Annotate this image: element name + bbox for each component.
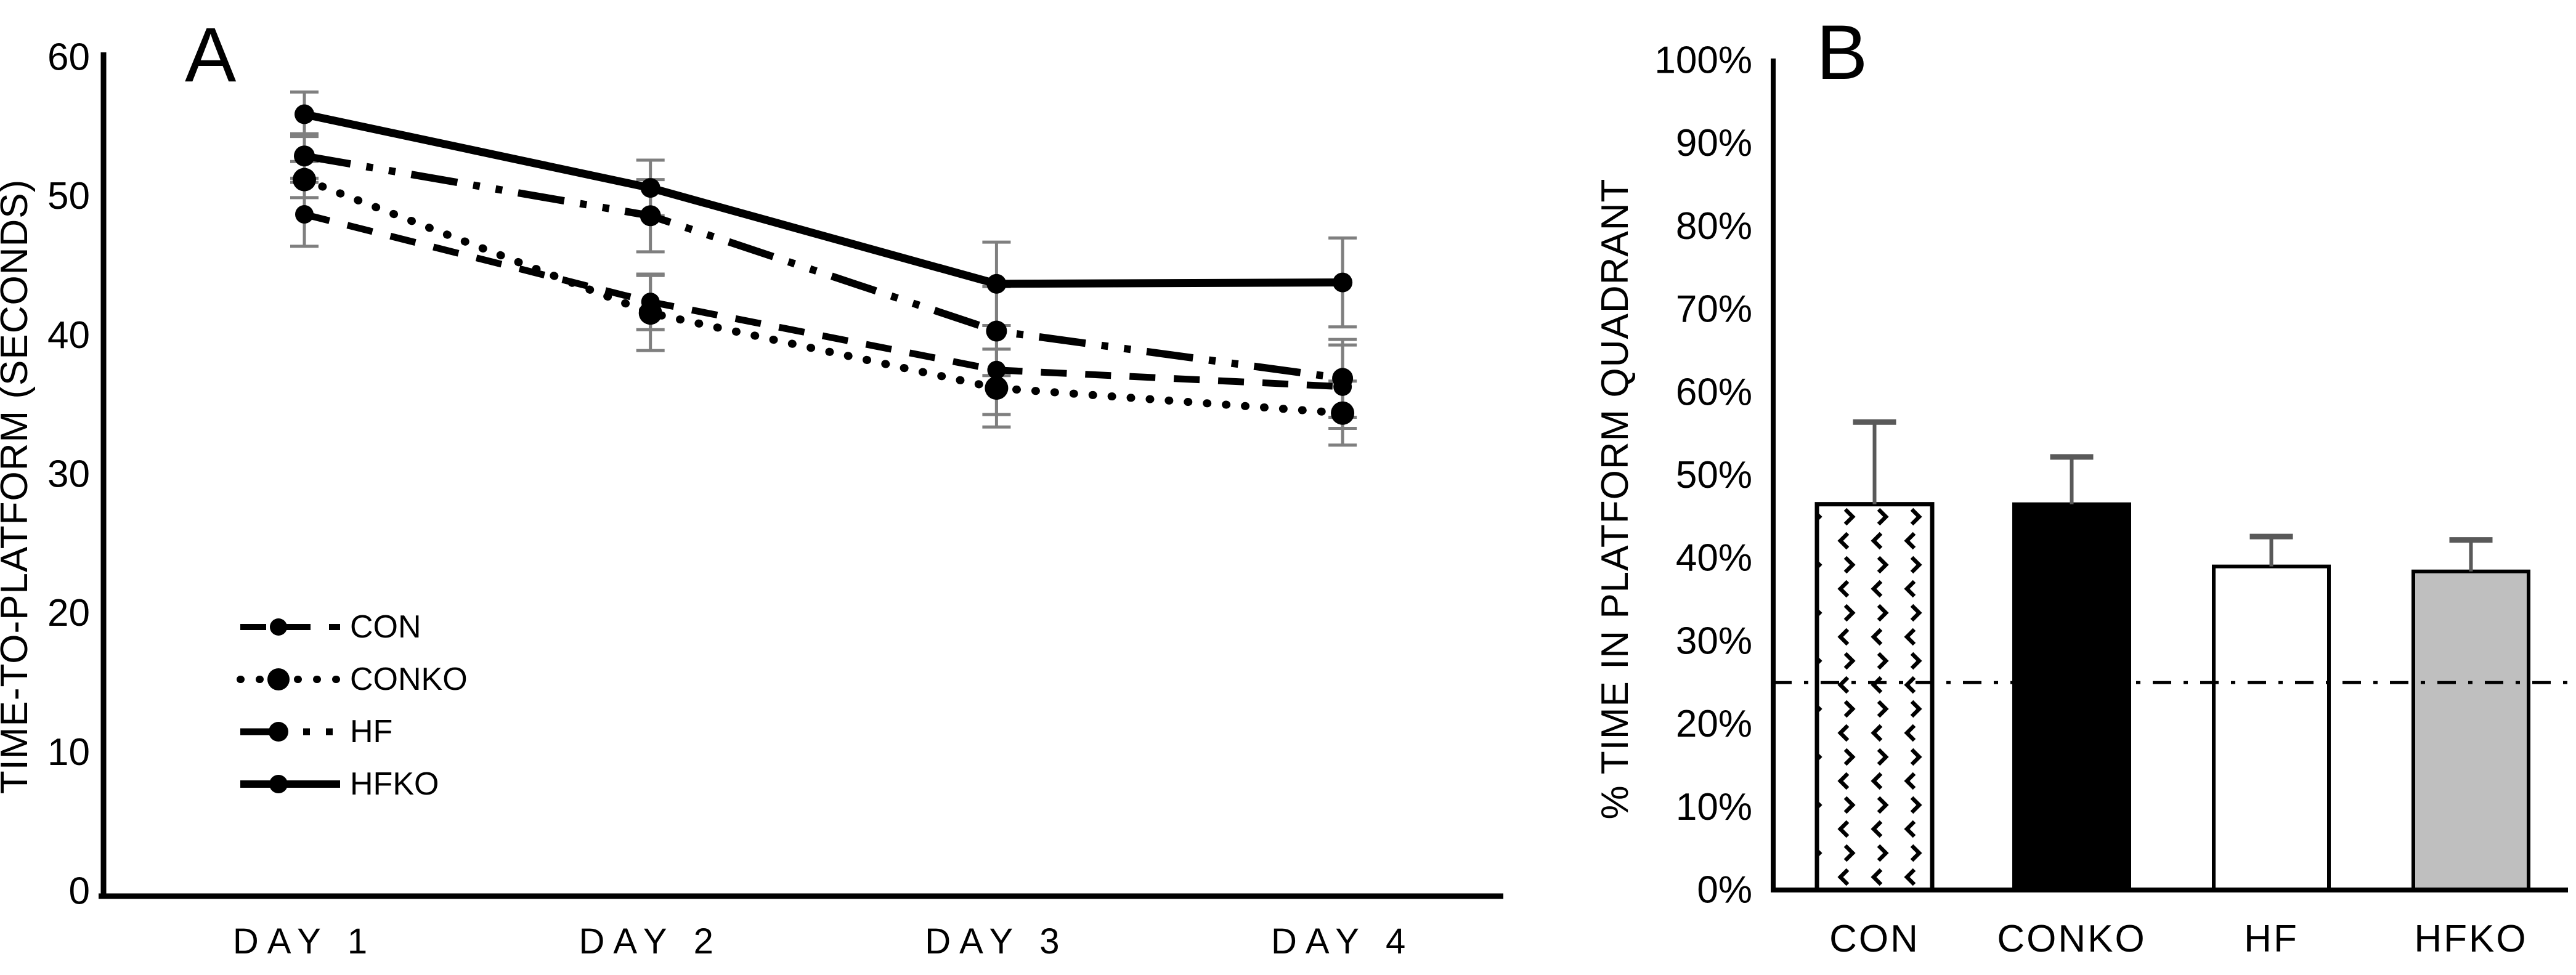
- y-tick-label: 30%: [1676, 620, 1752, 662]
- y-tick-label: 50: [47, 175, 90, 217]
- data-point-hf: [640, 205, 661, 227]
- y-tick-label: 0%: [1697, 869, 1752, 912]
- data-point-conko: [1331, 401, 1355, 425]
- y-tick-label: 20: [47, 592, 90, 634]
- x-tick-label: DAY 3: [925, 921, 1068, 961]
- data-point-conko: [293, 168, 316, 192]
- data-point-hfko: [640, 178, 660, 198]
- x-category-label: HFKO: [2414, 918, 2527, 960]
- x-tick-label: DAY 2: [579, 921, 722, 961]
- legend-label: HF: [350, 714, 392, 750]
- data-point-conko: [985, 376, 1009, 400]
- series-line-hf: [303, 152, 1343, 382]
- y-tick-label: 50%: [1676, 454, 1752, 496]
- panel-b-letter: B: [1816, 10, 1867, 95]
- bar-conko: [2012, 502, 2131, 892]
- y-tick-label: 70%: [1676, 288, 1752, 331]
- series-line-conko: [300, 176, 1347, 418]
- x-category-label: CON: [1829, 918, 1920, 960]
- y-tick-label: 90%: [1676, 122, 1752, 164]
- legend-marker: [269, 775, 288, 793]
- data-point-hf: [1332, 368, 1354, 389]
- data-point-hfko: [986, 273, 1007, 294]
- panel-a-letter: A: [185, 12, 237, 98]
- y-tick-label: 100%: [1654, 39, 1752, 82]
- y-tick-label: 40: [47, 314, 90, 357]
- y-tick-label: 10%: [1676, 786, 1752, 828]
- x-category-label: HF: [2244, 918, 2299, 960]
- legend-marker: [270, 618, 287, 636]
- y-tick-label: 40%: [1676, 537, 1752, 580]
- data-point-hfko: [295, 104, 314, 124]
- data-point-hfko: [1333, 272, 1353, 293]
- panel-b-y-axis-title: % TIME IN PLATFORM QUADRANT: [1594, 179, 1636, 820]
- y-tick-label: 0: [69, 870, 90, 913]
- y-tick-label: 10: [47, 731, 90, 774]
- series-line-hfko: [303, 110, 1343, 288]
- x-category-label: CONKO: [1997, 918, 2146, 960]
- y-tick-label: 30: [47, 453, 90, 495]
- data-point-conko: [638, 301, 662, 325]
- legend-label: CON: [350, 609, 421, 645]
- y-tick-label: 60: [47, 36, 90, 78]
- y-tick-label: 80%: [1676, 205, 1752, 248]
- bar-hfko: [2411, 569, 2530, 892]
- bar-con: [1814, 502, 1935, 892]
- legend-marker: [267, 668, 290, 690]
- legend-marker: [269, 722, 288, 742]
- y-tick-label: 60%: [1676, 371, 1752, 413]
- series-line-con: [303, 211, 1343, 390]
- x-tick-label: DAY 1: [233, 921, 376, 961]
- data-point-hf: [986, 320, 1007, 342]
- panel-a-y-axis-title: TIME-TO-PLATFORM (SECONDS): [0, 179, 36, 794]
- data-point-hf: [294, 145, 315, 167]
- legend-label: HFKO: [350, 766, 439, 802]
- y-tick-label: 20%: [1676, 703, 1752, 745]
- legend-label: CONKO: [350, 661, 468, 697]
- bar-hf: [2212, 564, 2331, 892]
- line-chart-panel: 0 10 20 30 40 50 60 DAY 1 DAY 2 DAY 3 DAY 4 CON CONK…: [47, 36, 1503, 961]
- data-point-con: [987, 360, 1006, 379]
- data-point-con: [295, 204, 314, 224]
- bar-chart-panel: 0% 10% 20% 30% 40% 50% 60% 70% 80% 90% 100% CON CONK…: [1654, 39, 2570, 960]
- x-tick-label: DAY 4: [1271, 921, 1414, 961]
